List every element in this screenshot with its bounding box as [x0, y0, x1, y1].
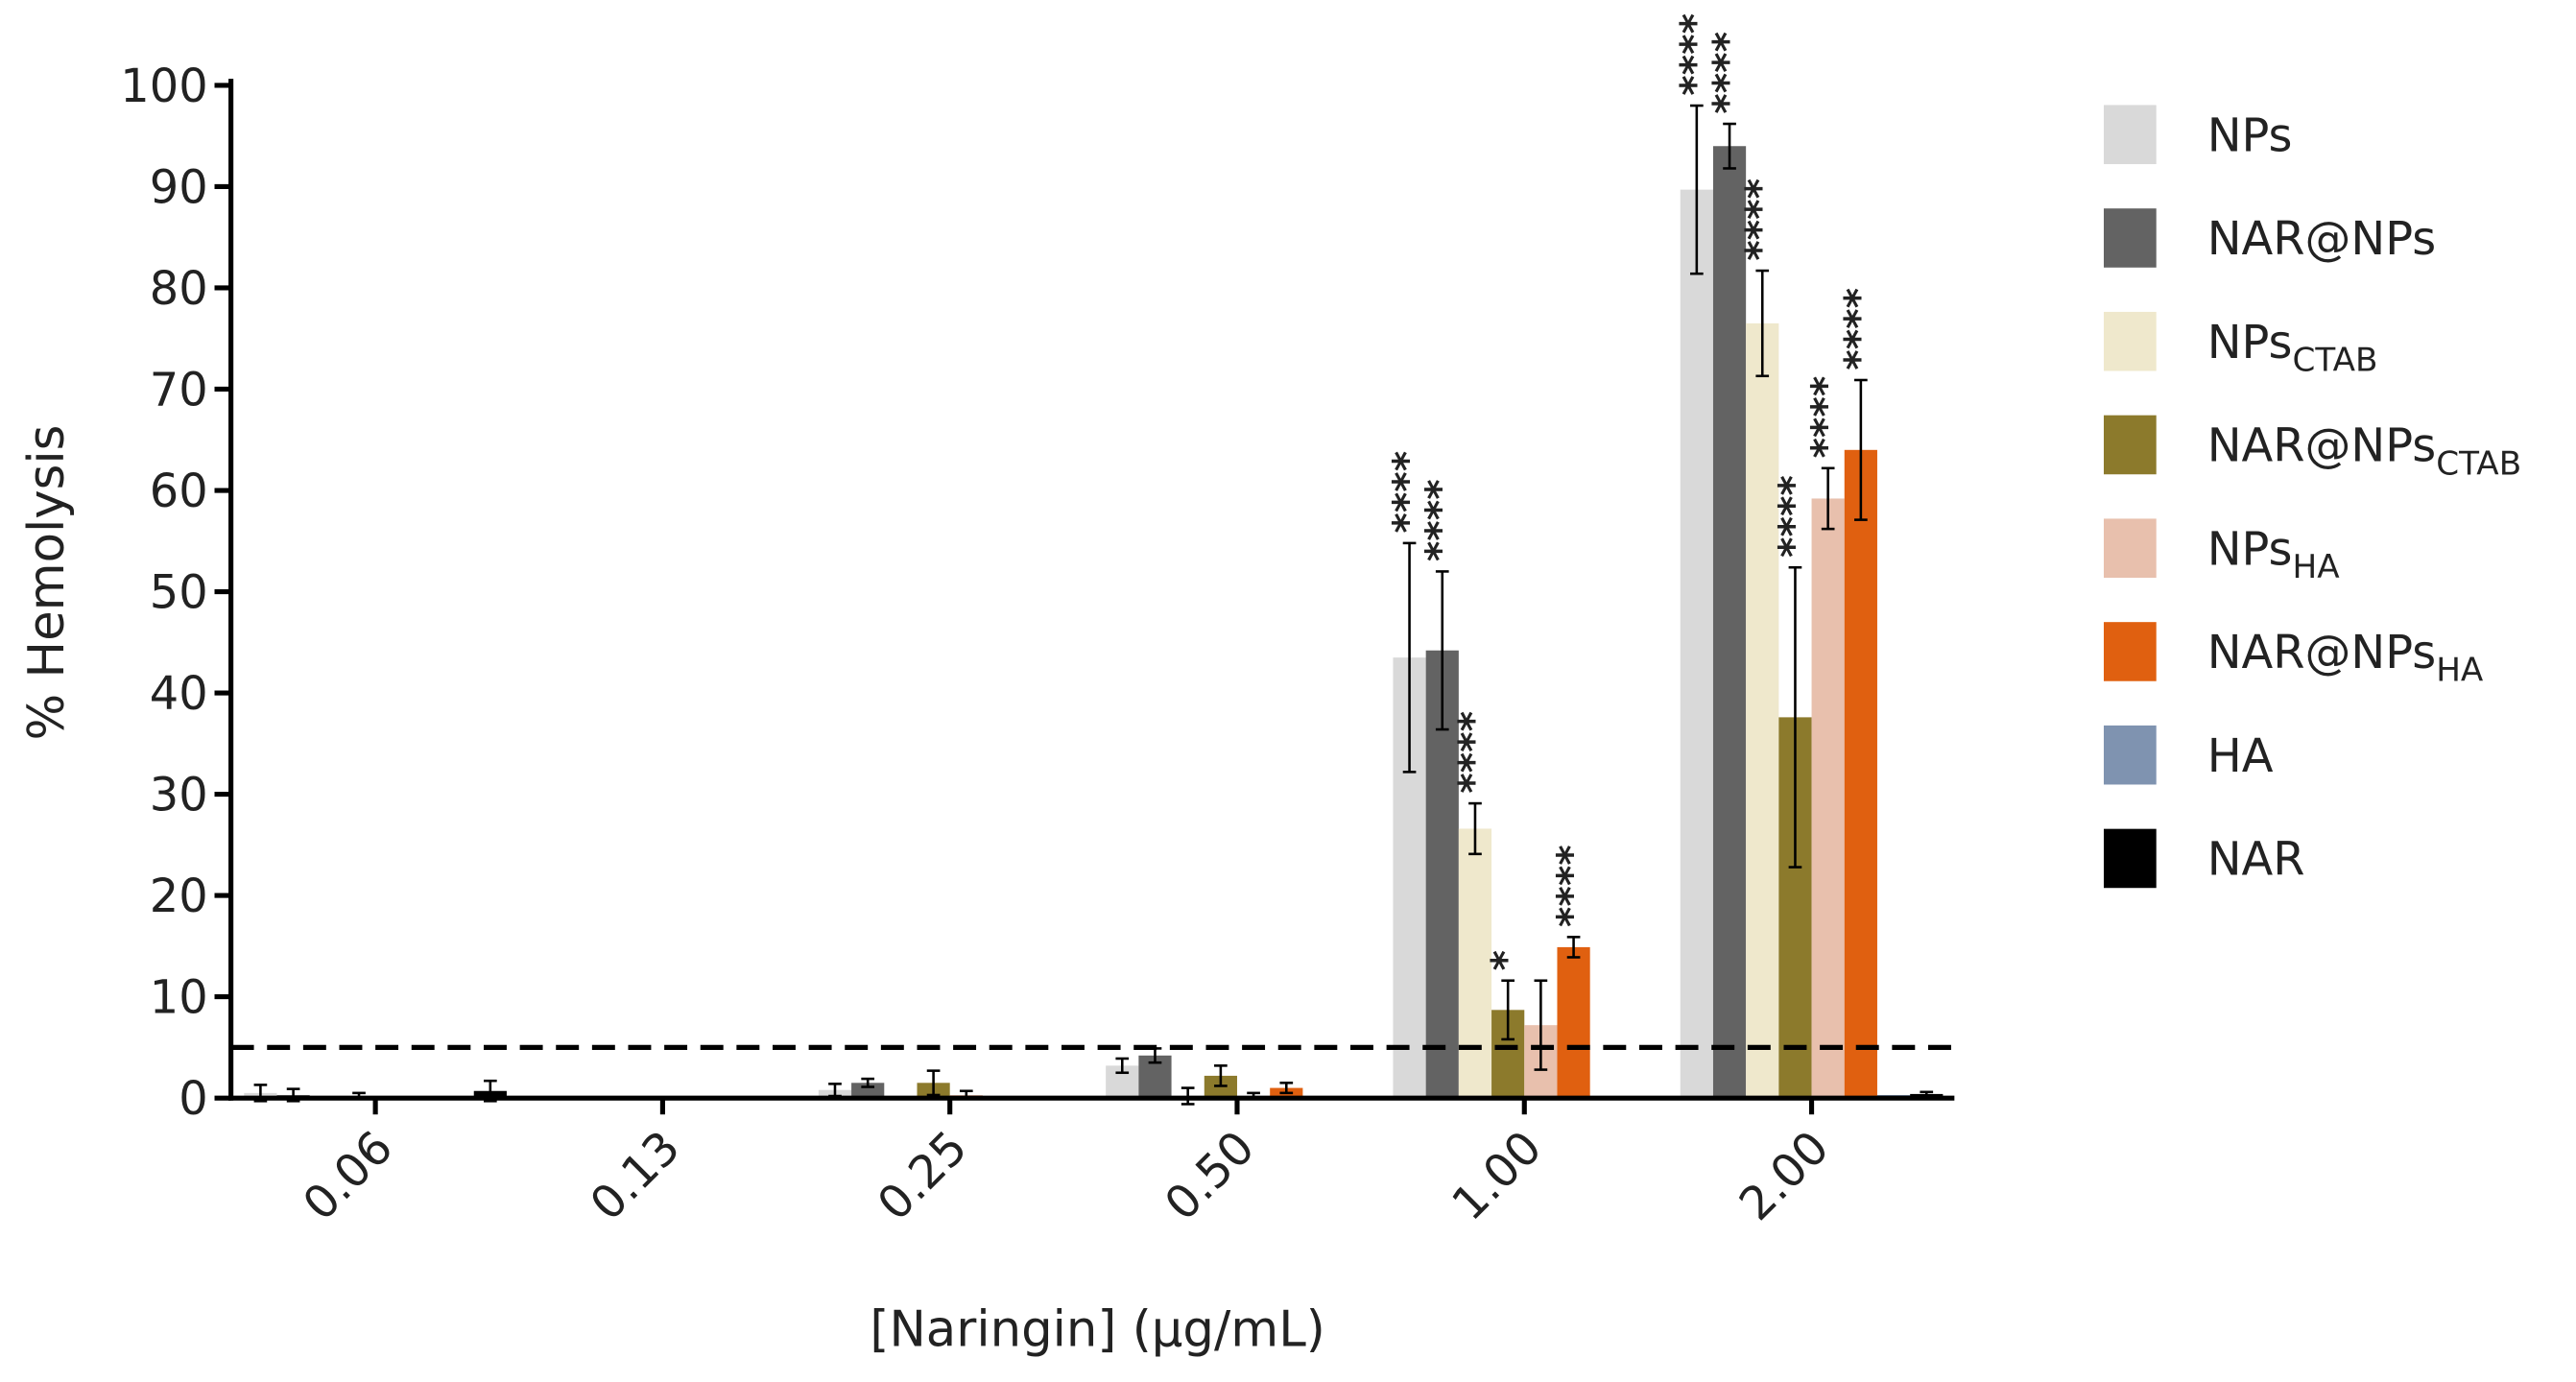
- legend-swatch: [2103, 311, 2157, 371]
- error-bar: [1821, 466, 1835, 531]
- significance-label: ****: [1672, 13, 1718, 96]
- significance-label: ****: [1705, 32, 1751, 114]
- legend-name: NAR@NPs: [2207, 420, 2437, 473]
- y-tick-label: 40: [150, 668, 208, 721]
- bar: [1746, 322, 1779, 1099]
- legend-name: HA: [2207, 730, 2274, 783]
- legend-label: NPs: [2207, 109, 2293, 162]
- significance-label: ****: [1385, 451, 1431, 534]
- y-tick-label: 30: [150, 770, 208, 822]
- legend-swatch: [2103, 518, 2157, 578]
- error-bar: [1920, 1090, 1934, 1098]
- error-bar: [1566, 936, 1581, 959]
- error-bar: [1723, 122, 1736, 170]
- x-tick-label: 1.00: [1443, 1121, 1552, 1230]
- x-tick-label: 0.13: [581, 1121, 690, 1230]
- legend-swatch: [2103, 725, 2157, 785]
- legend-label: HA: [2207, 730, 2274, 783]
- error-bar: [1755, 269, 1770, 378]
- legend-name: NPs: [2207, 109, 2293, 162]
- error-bar: [1402, 541, 1417, 774]
- significance-label: *: [1483, 950, 1529, 970]
- y-tick-label: 20: [150, 870, 208, 923]
- legend-subscript: CTAB: [2293, 342, 2378, 380]
- legend-name: NPs: [2207, 317, 2293, 369]
- legend-subscript: HA: [2436, 652, 2484, 690]
- error-bar: [1788, 565, 1802, 869]
- significance-label: ****: [1549, 845, 1595, 927]
- legend-name: NAR@NPs: [2207, 627, 2437, 679]
- x-axis-title: [Naringin] (µg/mL): [870, 1300, 1324, 1358]
- legend-name: NPs: [2207, 523, 2293, 576]
- bar: [1557, 946, 1590, 1099]
- bar: [1844, 449, 1877, 1099]
- bar: [1458, 828, 1492, 1099]
- y-tick-label: 70: [150, 365, 208, 417]
- error-bar: [1690, 104, 1704, 275]
- error-bar: [1214, 1064, 1228, 1087]
- legend-swatch: [2103, 828, 2157, 889]
- legend-swatch: [2103, 105, 2157, 165]
- x-tick-label: 2.00: [1729, 1121, 1839, 1230]
- error-bar: [926, 1069, 941, 1097]
- y-axis-title: % Hemolysis: [18, 425, 76, 741]
- x-tick-label: 0.06: [294, 1121, 403, 1230]
- legend-swatch: [2103, 208, 2157, 268]
- significance-label: ****: [1450, 711, 1496, 794]
- legend-swatch: [2103, 622, 2157, 681]
- significance-label: ****: [1836, 288, 1882, 370]
- error-bar: [1279, 1082, 1294, 1095]
- significance-label: ****: [1737, 179, 1783, 261]
- legend-swatch: [2103, 415, 2157, 475]
- bar: [851, 1083, 885, 1099]
- legend-label: NAR: [2207, 834, 2305, 887]
- error-bar: [1534, 979, 1548, 1071]
- bar: [1680, 189, 1713, 1099]
- legend-name: NAR: [2207, 834, 2305, 887]
- y-tick-label: 80: [150, 263, 208, 316]
- legend-name: NAR@NPs: [2207, 213, 2437, 266]
- y-tick-label: 90: [150, 162, 208, 215]
- error-bar: [1501, 979, 1515, 1041]
- y-tick-label: 100: [120, 60, 207, 113]
- x-tick-label: 0.50: [1156, 1121, 1265, 1230]
- significance-label: ****: [1803, 376, 1849, 459]
- legend-subscript: CTAB: [2436, 444, 2521, 483]
- bar: [1811, 498, 1845, 1099]
- significance-label: ****: [1418, 479, 1464, 561]
- bar: [1712, 146, 1747, 1099]
- error-bar: [1115, 1057, 1130, 1075]
- error-bar: [1854, 378, 1868, 521]
- y-tick-label: 10: [150, 972, 208, 1025]
- y-tick-label: 60: [150, 465, 208, 518]
- x-tick-label: 0.25: [868, 1121, 977, 1230]
- error-bar: [1468, 801, 1482, 856]
- legend-label: NAR@NPs: [2207, 213, 2437, 266]
- legend-label: NAR@NPsCTAB: [2207, 420, 2521, 484]
- legend-subscript: HA: [2293, 548, 2341, 586]
- y-tick-label: 50: [150, 567, 208, 620]
- significance-label: ****: [1770, 475, 1816, 558]
- error-bar: [1435, 570, 1449, 731]
- legend-label: NPsHA: [2207, 523, 2341, 586]
- legend-label: NAR@NPsHA: [2207, 627, 2484, 690]
- y-tick-label: 0: [179, 1073, 207, 1126]
- error-bar: [861, 1077, 875, 1088]
- legend-label: NPsCTAB: [2207, 317, 2378, 380]
